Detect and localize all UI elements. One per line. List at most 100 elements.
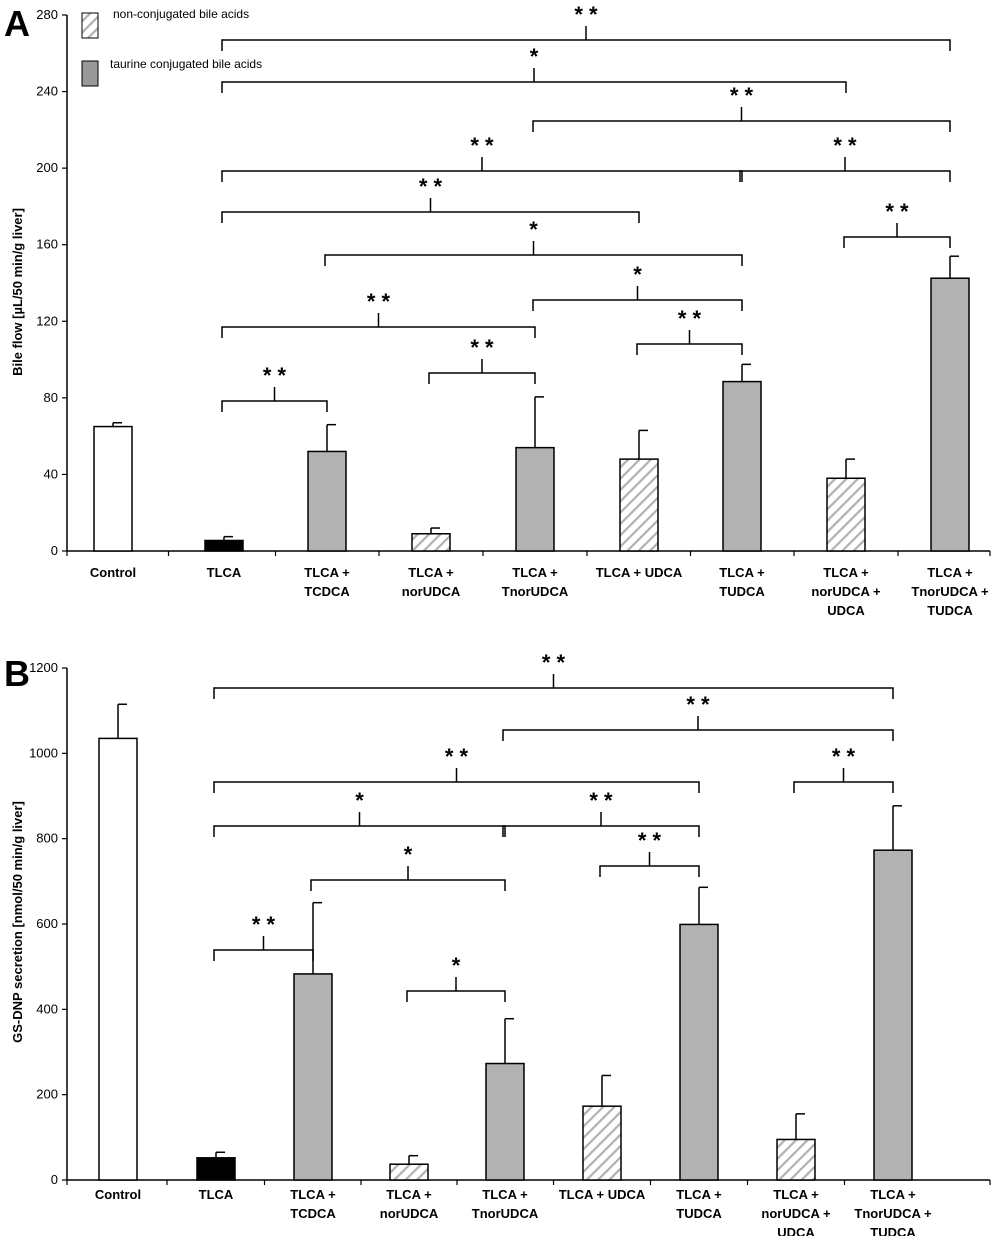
panel-a-category-label: TLCA + xyxy=(408,565,454,580)
panel-a-significance-label: * * xyxy=(263,363,287,388)
panel-b-significance-bracket xyxy=(310,879,506,891)
panel-a-significance-bracket xyxy=(843,236,951,248)
panel-b-significance-label: * * xyxy=(638,828,662,853)
panel-b-y-tick-label: 200 xyxy=(36,1087,58,1102)
panel-a-category-label: TnorUDCA + xyxy=(911,584,989,599)
legend-swatch-taurine-conjugated xyxy=(81,60,99,87)
panel-a-category-label: TCDCA xyxy=(304,584,350,599)
panel-a-category-label: TnorUDCA xyxy=(502,584,569,599)
panel-b-significance-bracket xyxy=(213,687,894,699)
panel-b-category-label: TnorUDCA + xyxy=(854,1206,932,1221)
panel-a-significance-bracket xyxy=(636,343,743,355)
panel-a-category-label: norUDCA + xyxy=(811,584,881,599)
panel-b-y-tick-label: 800 xyxy=(36,831,58,846)
panel-b-significance-label: * xyxy=(404,842,413,867)
panel-b-category-label: TLCA + xyxy=(290,1187,336,1202)
panel-a-bar xyxy=(515,446,555,552)
panel-a-significance-label: * * xyxy=(574,2,598,27)
panel-a-bar xyxy=(722,380,762,552)
panel-a-significance-bracket xyxy=(221,39,951,51)
panel-a-significance-bracket xyxy=(221,170,743,182)
panel-a-significance-bracket xyxy=(324,254,743,266)
panel-a-chart: 0 40 80 120 160 200 240 280 Control TLCA TLCA + TCD… xyxy=(36,2,991,618)
panel-b-category-label: TLCA + xyxy=(386,1187,432,1202)
panel-b-bar xyxy=(293,973,333,1181)
panel-b-bar xyxy=(776,1138,816,1181)
panel-b-bar xyxy=(485,1062,525,1181)
panel-b-y-tick-label: 600 xyxy=(36,916,58,931)
panel-a-bar xyxy=(930,277,970,552)
legend-label-taurine-conjugated: taurine conjugated bile acids xyxy=(110,57,262,71)
panel-b-bar xyxy=(98,737,138,1181)
panel-b-category-label: TUDCA xyxy=(870,1225,916,1236)
panel-a-significance-label: * xyxy=(530,44,539,69)
panel-b-category-label: Control xyxy=(95,1187,141,1202)
panel-a-significance-label: * * xyxy=(833,133,857,158)
panel-a-significance-label: * * xyxy=(470,335,494,360)
panel-a-significance-bracket xyxy=(221,400,328,412)
panel-b-significance-bracket xyxy=(213,825,506,837)
panel-a-significance-label: * * xyxy=(678,306,702,331)
panel-a-category-label: TLCA + xyxy=(304,565,350,580)
panel-b-significance-label: * xyxy=(452,953,461,978)
panel-a-category-label: Control xyxy=(90,565,136,580)
panel-b-category-label: TLCA xyxy=(199,1187,234,1202)
panel-b-bar xyxy=(196,1157,236,1181)
panel-b-significance-bracket xyxy=(599,865,700,877)
panel-b-bar xyxy=(582,1105,622,1181)
legend-swatch-non-conjugated xyxy=(81,12,99,39)
panel-a-y-tick-label: 40 xyxy=(44,466,58,481)
panel-a-category-label: TLCA + xyxy=(719,565,765,580)
panel-b-y-tick-label: 1000 xyxy=(29,745,58,760)
panel-a-significance-label: * * xyxy=(419,174,443,199)
panel-b-significance-bracket xyxy=(213,949,314,961)
panel-a-y-axis-title: Bile flow [µL/50 min/g liver] xyxy=(10,208,25,376)
panel-b-category-label: norUDCA xyxy=(380,1206,439,1221)
panel-b-significance-bracket xyxy=(502,729,894,741)
panel-b-category-label: TnorUDCA xyxy=(472,1206,539,1221)
panel-b-significance-label: * * xyxy=(589,788,613,813)
panel-a-y-tick-label: 280 xyxy=(36,7,58,22)
panel-b-category-label: TLCA + UDCA xyxy=(559,1187,646,1202)
panel-a-bar xyxy=(307,450,347,552)
panel-b-significance-bracket xyxy=(502,825,700,837)
panel-b-y-tick-label: 0 xyxy=(51,1172,58,1187)
panel-b-y-tick-label: 1200 xyxy=(29,660,58,675)
panel-a-significance-label: * * xyxy=(730,83,754,108)
panel-a-significance-bracket xyxy=(532,120,951,132)
panel-b-category-label: TLCA + xyxy=(482,1187,528,1202)
panel-a-bar xyxy=(411,533,451,552)
panel-a-category-label: TLCA + xyxy=(927,565,973,580)
panel-a-category-label: TLCA + xyxy=(512,565,558,580)
panel-a-significance-bracket xyxy=(739,170,951,182)
panel-b-significance-label: * * xyxy=(252,912,276,937)
panel-a-category-label: TLCA xyxy=(207,565,242,580)
panel-b-category-label: TLCA + xyxy=(870,1187,916,1202)
panel-b-significance-bracket xyxy=(213,781,700,793)
panel-a-category-label: TUDCA xyxy=(719,584,765,599)
panel-letter-a: A xyxy=(4,3,30,44)
panel-b-category-label: norUDCA + xyxy=(761,1206,831,1221)
legend: non-conjugated bile acids taurine conjug… xyxy=(81,7,262,87)
panel-letter-b: B xyxy=(4,653,30,694)
panel-a-y-tick-label: 120 xyxy=(36,313,58,328)
panel-a-significance-label: * * xyxy=(367,289,391,314)
panel-a-y-tick-label: 160 xyxy=(36,237,58,252)
panel-b-significance-label: * * xyxy=(686,692,710,717)
panel-b-significance-bracket xyxy=(406,990,506,1002)
panel-b-bar xyxy=(679,923,719,1181)
panel-a-bar xyxy=(93,425,133,552)
panel-a-y-tick-label: 200 xyxy=(36,160,58,175)
panel-b-y-axis-title: GS-DNP secretion [nmol/50 min/g liver] xyxy=(10,801,25,1043)
panel-a-bar xyxy=(826,477,866,552)
panel-a-bar xyxy=(204,539,244,552)
panel-b-category-label: TUDCA xyxy=(676,1206,722,1221)
panel-a-significance-label: * * xyxy=(470,133,494,158)
panel-a-y-tick-label: 80 xyxy=(44,390,58,405)
panel-b-significance-label: * * xyxy=(542,650,566,675)
panel-b-bar xyxy=(873,849,913,1181)
panel-a-significance-bracket xyxy=(428,372,536,384)
panel-a-significance-label: * xyxy=(633,262,642,287)
panel-a-y-tick-label: 0 xyxy=(51,543,58,558)
